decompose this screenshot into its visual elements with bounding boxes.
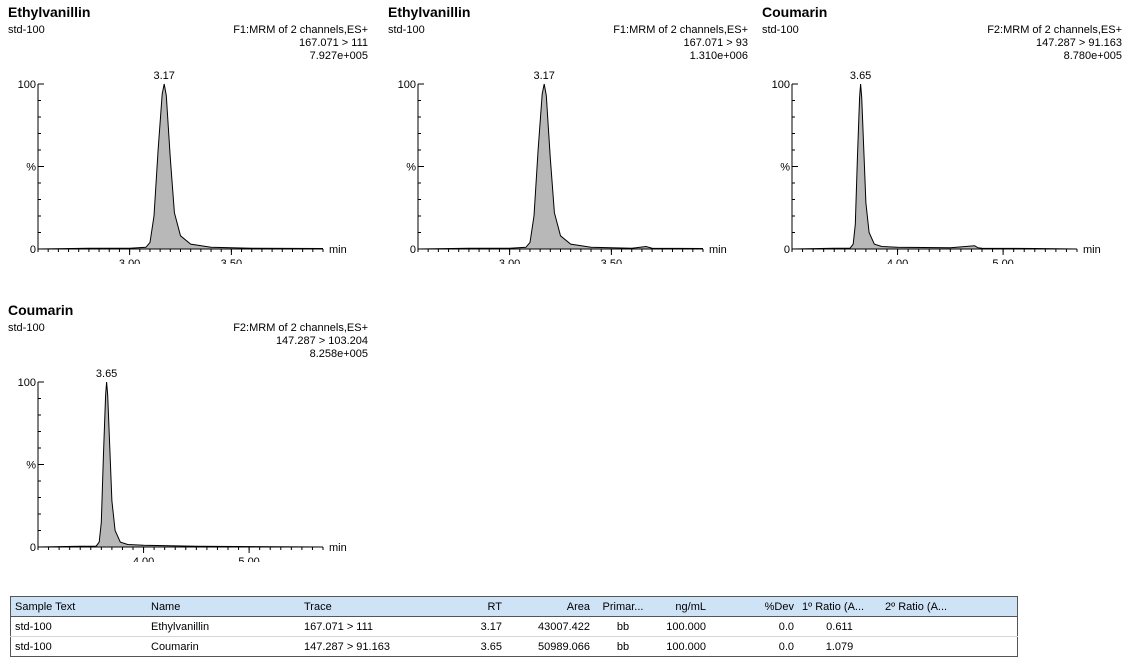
cell-dev: 0.0 — [710, 616, 798, 637]
x-tick-label: 4.00 — [133, 556, 154, 562]
y-tick-label: 100 — [772, 79, 790, 91]
compound-title: Ethylvanillin — [388, 4, 471, 20]
chromatogram-panel: Coumarin std-100 F2:MRM of 2 channels,ES… — [8, 302, 368, 592]
peak-rt-label: 3.65 — [96, 368, 117, 380]
y-tick-label: 100 — [18, 377, 36, 389]
cell-sample-text: std-100 — [10, 616, 147, 637]
trace-line — [37, 83, 324, 250]
x-tick-label: 5.00 — [238, 556, 259, 562]
results-table: Sample Text Name Trace RT Area Primar...… — [10, 596, 1018, 657]
y-tick-label: 100 — [18, 79, 36, 91]
y-tick-label: 100 — [398, 79, 416, 91]
column-header-trace[interactable]: Trace — [300, 596, 438, 617]
intensity-label: 1.310e+006 — [689, 50, 748, 62]
trace-line — [417, 83, 704, 250]
column-header-ratio2[interactable]: 2º Ratio (A... — [881, 596, 1018, 617]
intensity-label: 7.927e+005 — [309, 50, 368, 62]
column-header-primary[interactable]: Primar... — [594, 596, 652, 617]
transition-label: 167.071 > 111 — [298, 37, 368, 49]
column-header-area[interactable]: Area — [506, 596, 594, 617]
chromatogram-plot: 3.00 3.50 100 0% min 3.17 — [18, 70, 347, 264]
x-tick-label: 5.00 — [992, 258, 1013, 264]
peak-rt-label: 3.17 — [534, 70, 555, 82]
column-header-rt[interactable]: RT — [438, 596, 506, 617]
function-label: F2:MRM of 2 channels,ES+ — [987, 24, 1122, 36]
column-header-dev[interactable]: %Dev — [710, 596, 798, 617]
peak-area — [418, 84, 703, 249]
peak-area — [38, 84, 323, 249]
x-tick-label: 4.00 — [887, 258, 908, 264]
cell-name: Ethylvanillin — [147, 616, 300, 637]
cell-area: 43007.422 — [506, 616, 594, 637]
cell-ratio1: 0.611 — [798, 616, 881, 637]
cell-ratio2 — [881, 636, 1018, 657]
sample-label: std-100 — [762, 24, 799, 36]
cell-primary: bb — [594, 636, 652, 657]
x-axis-label: min — [329, 244, 347, 256]
function-label: F1:MRM of 2 channels,ES+ — [233, 24, 368, 36]
chromatogram-plot: 4.00 5.00 100 0% min 3.65 — [18, 368, 347, 562]
x-tick-label: 3.00 — [119, 258, 140, 264]
function-label: F1:MRM of 2 channels,ES+ — [613, 24, 748, 36]
cell-primary: bb — [594, 616, 652, 637]
cell-area: 50989.066 — [506, 636, 594, 657]
cell-ng-ml: 100.000 — [652, 616, 710, 637]
transition-label: 167.071 > 93 — [683, 37, 748, 49]
transition-label: 147.287 > 91.163 — [1036, 37, 1122, 49]
x-axis-label: min — [329, 542, 347, 554]
x-tick-label: 3.50 — [221, 258, 242, 264]
cell-dev: 0.0 — [710, 636, 798, 657]
x-tick-label: 3.50 — [601, 258, 622, 264]
y-axis-label: % — [26, 460, 36, 472]
y-axis-label: % — [406, 162, 416, 174]
intensity-label: 8.780e+005 — [1063, 50, 1122, 62]
chromatogram-plot: 3.00 3.50 100 0% min 3.17 — [398, 70, 727, 264]
cell-ratio1: 1.079 — [798, 636, 881, 657]
cell-trace: 147.287 > 91.163 — [300, 636, 438, 657]
table-row[interactable]: std-100 Coumarin 147.287 > 91.163 3.65 5… — [10, 636, 1018, 657]
y-axis-label: % — [26, 162, 36, 174]
chromatogram-plot: 4.00 5.00 100 0% min 3.65 — [772, 70, 1101, 264]
peak-area — [38, 382, 323, 547]
table-header-row: Sample Text Name Trace RT Area Primar...… — [10, 596, 1018, 617]
y-tick-label: 0 — [30, 542, 36, 554]
peak-rt-label: 3.17 — [154, 70, 175, 82]
function-label: F2:MRM of 2 channels,ES+ — [233, 322, 368, 334]
cell-trace: 167.071 > 111 — [300, 616, 438, 637]
compound-title: Coumarin — [762, 4, 828, 20]
column-header-sample-text[interactable]: Sample Text — [10, 596, 147, 617]
compound-title: Coumarin — [8, 302, 74, 318]
chromatogram-panel: Ethylvanillin std-100 F1:MRM of 2 channe… — [8, 4, 368, 294]
cell-rt: 3.17 — [438, 616, 506, 637]
cell-ng-ml: 100.000 — [652, 636, 710, 657]
chromatogram-panel: Coumarin std-100 F2:MRM of 2 channels,ES… — [762, 4, 1122, 294]
table-row[interactable]: std-100 Ethylvanillin 167.071 > 111 3.17… — [10, 616, 1018, 637]
compound-title: Ethylvanillin — [8, 4, 91, 20]
column-header-name[interactable]: Name — [147, 596, 300, 617]
intensity-label: 8.258e+005 — [309, 348, 368, 360]
cell-name: Coumarin — [147, 636, 300, 657]
cell-sample-text: std-100 — [10, 636, 147, 657]
y-tick-label: 0 — [30, 244, 36, 256]
trace-line — [37, 381, 324, 548]
column-header-ratio1[interactable]: 1º Ratio (A... — [798, 596, 881, 617]
y-tick-label: 0 — [784, 244, 790, 256]
sample-label: std-100 — [8, 322, 45, 334]
x-tick-label: 3.00 — [499, 258, 520, 264]
cell-ratio2 — [881, 616, 1018, 637]
x-axis-label: min — [709, 244, 727, 256]
chromatogram-panel: Ethylvanillin std-100 F1:MRM of 2 channe… — [388, 4, 748, 294]
transition-label: 147.287 > 103.204 — [275, 335, 368, 347]
column-header-ng-ml[interactable]: ng/mL — [652, 596, 710, 617]
cell-rt: 3.65 — [438, 636, 506, 657]
peak-rt-label: 3.65 — [850, 70, 871, 82]
sample-label: std-100 — [8, 24, 45, 36]
peak-area — [792, 84, 1077, 249]
y-tick-label: 0 — [410, 244, 416, 256]
x-axis-label: min — [1083, 244, 1101, 256]
y-axis-label: % — [780, 162, 790, 174]
trace-line — [791, 83, 1078, 250]
sample-label: std-100 — [388, 24, 425, 36]
